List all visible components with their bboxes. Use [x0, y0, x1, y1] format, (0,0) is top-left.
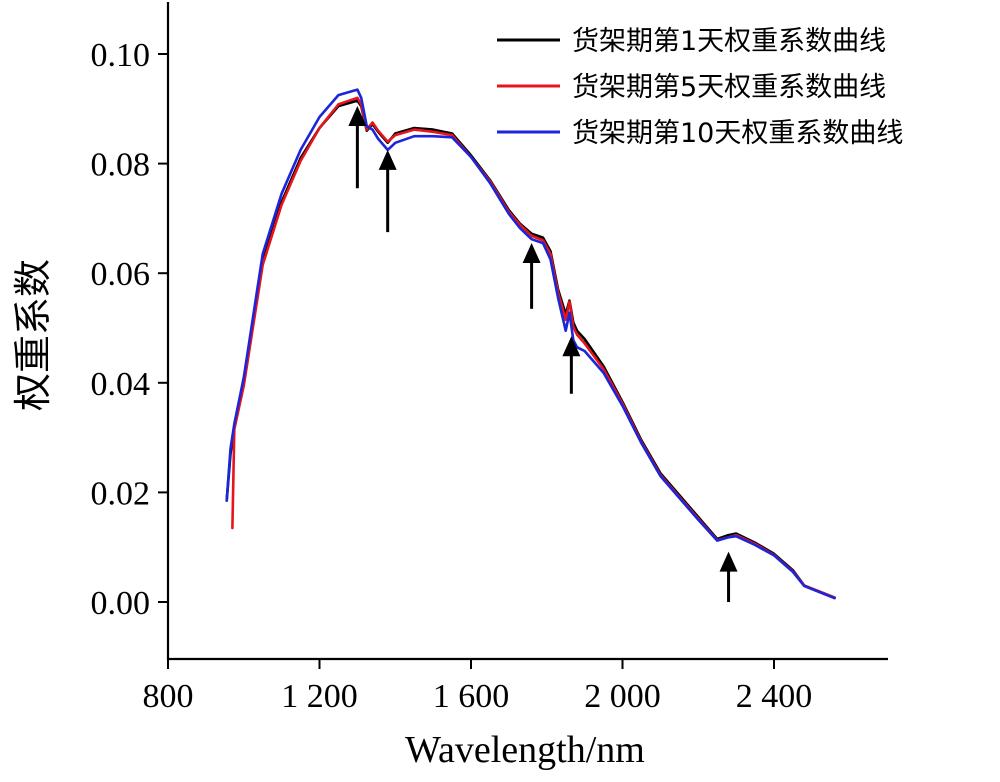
x-axis-ticks: 800 1 200 1 600 2 000 2 400 — [143, 659, 813, 715]
y-tick-label: 0.10 — [91, 37, 151, 74]
y-axis-ticks: 0.00 0.02 0.04 0.06 0.08 0.10 — [91, 37, 168, 622]
arrow-head — [348, 106, 367, 127]
legend-label-1: 货架期第1天权重系数曲线 — [572, 26, 886, 57]
series-line-1 — [225, 99, 836, 599]
y-axis-title: 权重系数 — [13, 259, 55, 411]
arrow-annotation-1 — [348, 106, 367, 189]
arrow-head — [719, 551, 738, 572]
x-tick-label: 1 200 — [281, 678, 358, 715]
arrow-head — [378, 149, 397, 170]
x-tick-label: 1 600 — [433, 678, 510, 715]
y-tick-label: 0.06 — [91, 256, 151, 293]
arrow-head — [522, 243, 541, 264]
arrow-annotation-2 — [378, 149, 397, 233]
x-tick-label: 800 — [143, 678, 194, 715]
series-line-2 — [231, 96, 836, 599]
y-tick-label: 0.02 — [91, 475, 151, 512]
legend-label-3: 货架期第10天权重系数曲线 — [572, 118, 903, 149]
x-tick-label: 2 400 — [736, 678, 813, 715]
series-line-3 — [225, 88, 836, 600]
annotation-layer — [348, 106, 738, 602]
arrow-annotation-4 — [562, 336, 581, 394]
series-layer — [225, 88, 836, 600]
y-tick-label: 0.04 — [91, 366, 151, 403]
x-axis-title: Wavelength/nm — [405, 729, 645, 771]
x-tick-label: 2 000 — [584, 678, 661, 715]
arrow-annotation-5 — [719, 551, 738, 602]
y-tick-label: 0.00 — [91, 585, 151, 622]
arrow-annotation-3 — [522, 243, 541, 309]
arrow-head — [562, 336, 581, 357]
legend-label-2: 货架期第5天权重系数曲线 — [572, 72, 886, 103]
y-tick-label: 0.08 — [91, 147, 151, 184]
